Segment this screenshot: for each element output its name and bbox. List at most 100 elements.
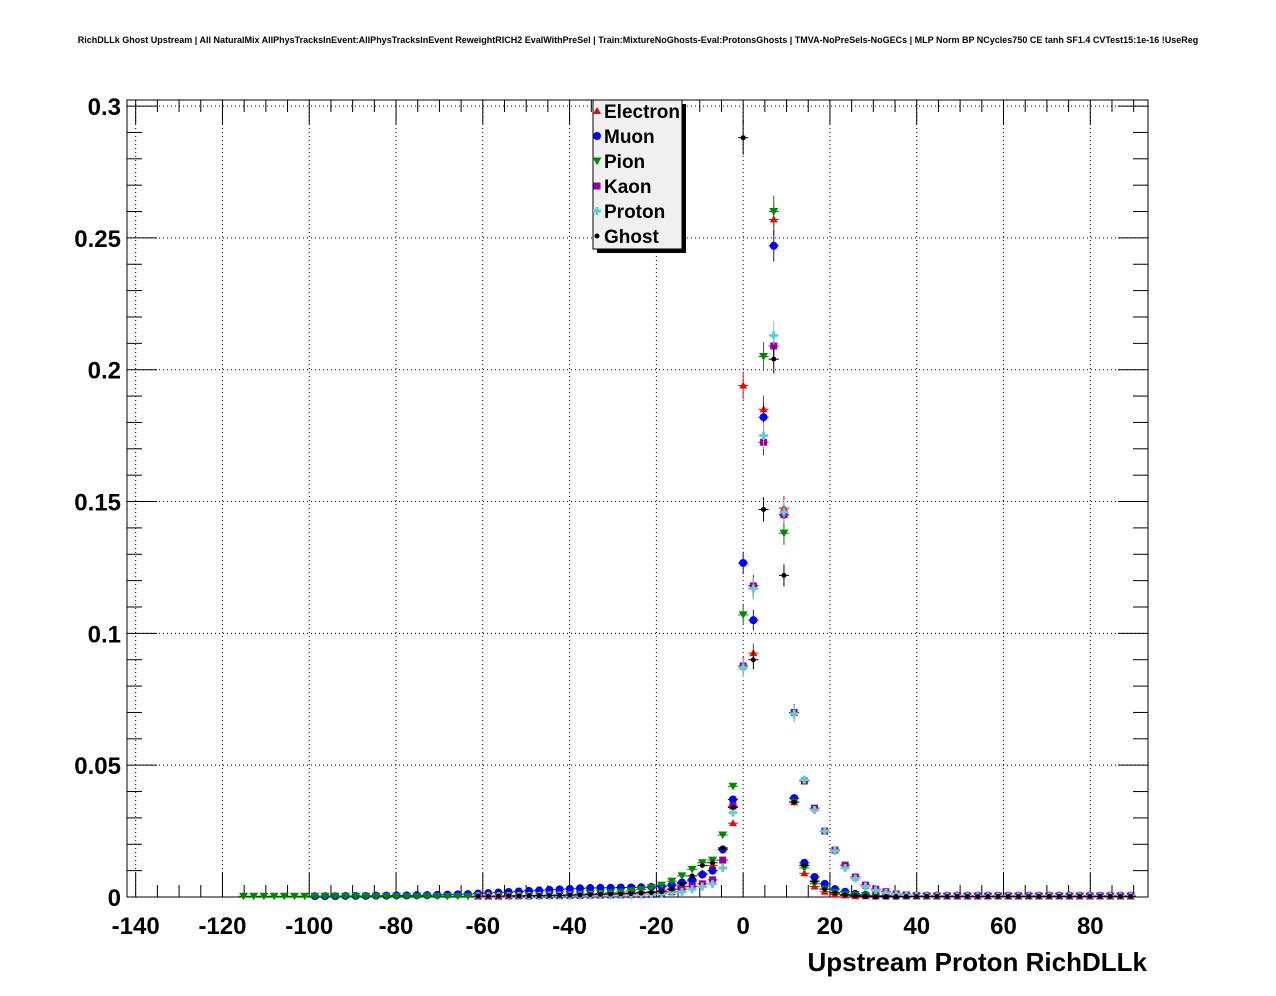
- data-point-ghost: [1087, 893, 1093, 899]
- axes: -140 -120 -100 -80 -60 -40 -20 0 20 40 60 80 0 0.05 0.…: [74, 94, 1149, 940]
- data-point-ghost: [914, 893, 920, 899]
- data-point-proton: [841, 863, 850, 872]
- data-point-electron: [728, 819, 737, 827]
- legend-entry-ghost: Ghost: [594, 227, 660, 248]
- legend-label: Muon: [604, 127, 655, 148]
- data-point-ghost: [485, 893, 491, 899]
- data-point-ghost: [1128, 893, 1134, 899]
- x-tick-label: -140: [112, 913, 160, 940]
- data-point-pion: [391, 892, 401, 901]
- y-tick-label: 0: [108, 885, 121, 912]
- y-tick-label: 0.25: [74, 226, 121, 253]
- legend-label: Kaon: [604, 177, 652, 198]
- data-point-ghost: [669, 886, 675, 892]
- x-tick-label: 60: [990, 913, 1017, 940]
- legend-entry-pion: Pion: [592, 152, 645, 173]
- data-point-ghost: [1107, 893, 1113, 899]
- data-points: [238, 120, 1136, 901]
- data-point-pion: [779, 529, 789, 538]
- data-point-ghost: [587, 892, 593, 898]
- data-point-pion: [330, 892, 340, 901]
- legend-label: Ghost: [604, 227, 660, 248]
- data-point-proton: [708, 879, 717, 888]
- x-axis-title: Upstream Proton RichDLLk: [808, 947, 1148, 977]
- data-point-proton: [718, 863, 727, 872]
- data-point-proton: [698, 882, 707, 891]
- chart-title: RichDLLk Ghost Upstream | All NaturalMix…: [78, 35, 1198, 45]
- data-point-muon: [586, 884, 595, 893]
- data-point-pion: [636, 886, 646, 894]
- x-tick-label: -60: [465, 913, 500, 940]
- data-point-ghost: [699, 862, 705, 868]
- data-point-ghost: [1056, 893, 1062, 899]
- data-point-ghost: [812, 878, 818, 884]
- data-point-pion: [320, 892, 330, 901]
- legend-marker-ghost: [594, 233, 600, 239]
- data-point-ghost: [791, 799, 797, 805]
- data-point-proton: [851, 874, 860, 883]
- data-point-pion: [371, 892, 381, 901]
- x-tick-label: -40: [552, 913, 587, 940]
- data-point-muon: [739, 558, 748, 567]
- data-point-proton: [779, 508, 788, 517]
- data-point-proton: [830, 846, 839, 855]
- legend-label: Electron: [604, 102, 680, 123]
- data-point-ghost: [526, 893, 532, 899]
- data-point-ghost: [842, 892, 848, 898]
- data-point-proton: [739, 663, 748, 672]
- data-point-pion: [259, 892, 269, 901]
- data-point-pion: [728, 782, 738, 791]
- data-point-ghost: [710, 860, 716, 866]
- x-tick-label: -80: [379, 913, 414, 940]
- data-point-ghost: [475, 893, 481, 899]
- data-point-pion: [432, 892, 442, 901]
- data-point-ghost: [628, 891, 634, 897]
- data-point-pion: [687, 865, 697, 874]
- legend-marker-kaon: [593, 182, 601, 190]
- data-point-pion: [463, 892, 473, 901]
- data-point-ghost: [750, 657, 756, 663]
- data-point-proton: [861, 882, 870, 891]
- data-point-ghost: [679, 881, 685, 887]
- data-point-pion: [422, 892, 432, 901]
- data-point-ghost: [546, 892, 552, 898]
- data-point-ghost: [903, 893, 909, 899]
- data-point-muon: [565, 884, 574, 893]
- data-point-pion: [361, 892, 371, 901]
- data-point-ghost: [567, 892, 573, 898]
- data-point-ghost: [648, 890, 654, 896]
- x-tick-label: -100: [285, 913, 333, 940]
- data-point-ghost: [852, 893, 858, 899]
- data-point-ghost: [597, 891, 603, 897]
- data-point-ghost: [975, 893, 981, 899]
- data-point-ghost: [618, 891, 624, 897]
- data-point-ghost: [995, 893, 1001, 899]
- data-point-ghost: [801, 862, 807, 868]
- data-point-ghost: [1117, 893, 1123, 899]
- data-point-pion: [646, 884, 656, 892]
- data-point-ghost: [893, 893, 899, 899]
- legend-label: Pion: [604, 152, 645, 173]
- data-point-muon: [698, 870, 707, 879]
- data-point-muon: [576, 884, 585, 893]
- data-point-ghost: [495, 893, 501, 899]
- data-point-ghost: [1097, 893, 1103, 899]
- data-point-proton: [800, 775, 809, 784]
- data-point-pion: [289, 892, 299, 901]
- legend-box: [592, 99, 683, 250]
- data-point-ghost: [873, 893, 879, 899]
- data-point-muon: [810, 872, 819, 881]
- data-point-pion: [453, 892, 463, 901]
- data-point-ghost: [689, 873, 695, 879]
- data-point-ghost: [659, 889, 665, 895]
- data-point-proton: [881, 889, 890, 898]
- data-point-ghost: [944, 893, 950, 899]
- data-point-ghost: [1015, 893, 1021, 899]
- data-point-ghost: [832, 890, 838, 896]
- x-tick-label: 0: [736, 913, 749, 940]
- x-tick-label: 20: [817, 913, 844, 940]
- legend-entry-proton: Proton: [593, 202, 665, 223]
- data-point-ghost: [536, 893, 542, 899]
- data-point-kaon: [719, 856, 727, 864]
